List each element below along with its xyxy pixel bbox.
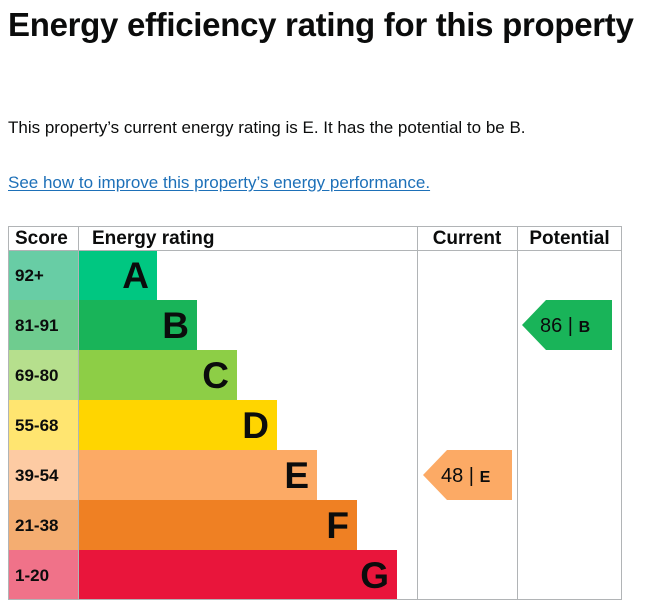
score-cell-a — [8, 250, 78, 300]
rating-bar-d — [79, 400, 277, 450]
potential-header: Potential — [529, 228, 609, 249]
current-rating-arrow — [423, 450, 512, 500]
potential-rating-band-letter: B — [579, 319, 591, 336]
rating-bar-b — [79, 300, 197, 350]
energy-rating-header: Energy rating — [92, 228, 214, 249]
current-header: Current — [433, 228, 502, 249]
score-label-b: 81-91 — [15, 316, 58, 335]
improve-energy-link[interactable]: See how to improve this property’s energ… — [8, 173, 431, 192]
score-label-d: 55-68 — [15, 416, 58, 435]
rating-bar-letter-b: B — [162, 305, 189, 346]
score-header: Score — [15, 228, 68, 249]
rating-bar-letter-g: G — [360, 555, 389, 596]
rating-summary: This property’s current energy rating is… — [8, 118, 526, 137]
score-label-e: 39-54 — [15, 466, 59, 485]
score-label-g: 1-20 — [15, 566, 49, 585]
rating-bar-g — [79, 550, 397, 600]
rating-bar-letter-a: A — [122, 255, 149, 296]
page-title: Energy efficiency rating for this proper… — [8, 6, 634, 43]
rating-bar-letter-e: E — [284, 455, 309, 496]
rating-bar-c — [79, 350, 237, 400]
chart-border — [8, 226, 622, 600]
rating-bar-letter-c: C — [202, 355, 229, 396]
score-cell-f — [8, 500, 78, 550]
score-cell-b — [8, 300, 78, 350]
potential-rating-arrow — [522, 300, 612, 350]
rating-bar-letter-d: D — [242, 405, 269, 446]
rating-bar-f — [79, 500, 357, 550]
score-label-c: 69-80 — [15, 366, 58, 385]
rating-bar-e — [79, 450, 317, 500]
potential-rating-score-label: 86 | B — [540, 315, 590, 337]
score-label-f: 21-38 — [15, 516, 58, 535]
current-rating-score-label: 48 | E — [441, 465, 491, 487]
score-cell-d — [8, 400, 78, 450]
current-rating-band-letter: E — [480, 469, 491, 486]
score-cell-g — [8, 550, 78, 600]
score-label-a: 92+ — [15, 266, 44, 285]
score-cell-c — [8, 350, 78, 400]
rating-bar-a — [79, 250, 157, 300]
rating-bar-letter-f: F — [326, 505, 349, 546]
score-cell-e — [8, 450, 78, 500]
